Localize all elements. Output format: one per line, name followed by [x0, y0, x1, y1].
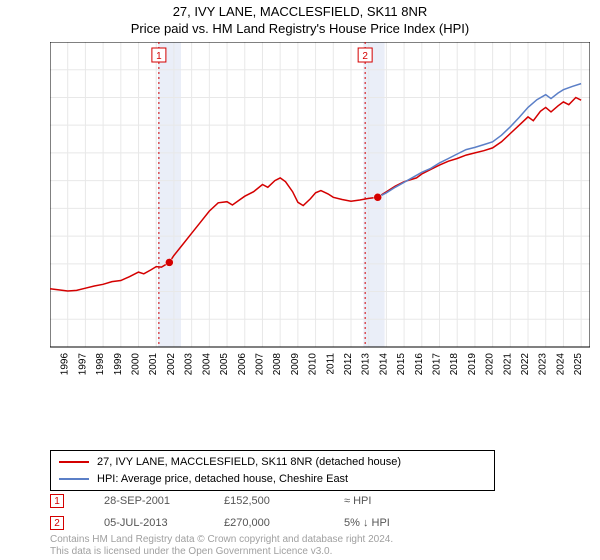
svg-text:1999: 1999 [113, 353, 124, 376]
chart-svg: £0£50K£100K£150K£200K£250K£300K£350K£400… [50, 42, 590, 392]
svg-text:2003: 2003 [184, 353, 195, 376]
svg-text:2007: 2007 [254, 353, 265, 376]
svg-text:2013: 2013 [361, 353, 372, 376]
svg-text:2009: 2009 [290, 353, 301, 376]
title-line1: 27, IVY LANE, MACCLESFIELD, SK11 8NR [0, 4, 600, 21]
svg-text:2000: 2000 [131, 353, 142, 376]
sale-note: 5% ↓ HPI [344, 517, 424, 529]
svg-text:2012: 2012 [343, 353, 354, 376]
footer-line2: This data is licensed under the Open Gov… [50, 546, 393, 558]
legend-swatch [59, 461, 89, 463]
svg-text:2021: 2021 [502, 353, 513, 376]
svg-text:2023: 2023 [538, 353, 549, 376]
svg-text:2011: 2011 [325, 353, 336, 375]
legend-item-property: 27, IVY LANE, MACCLESFIELD, SK11 8NR (de… [59, 454, 486, 471]
sale-date: 28-SEP-2001 [104, 495, 184, 507]
sale-note: ≈ HPI [344, 495, 424, 507]
legend-swatch [59, 478, 89, 480]
title-line2: Price paid vs. HM Land Registry's House … [0, 21, 600, 38]
svg-text:2016: 2016 [414, 353, 425, 376]
svg-text:2: 2 [362, 51, 368, 62]
sales-table: 1 28-SEP-2001 £152,500 ≈ HPI 2 05-JUL-20… [50, 490, 424, 534]
svg-text:2015: 2015 [396, 353, 407, 376]
footer-note: Contains HM Land Registry data © Crown c… [50, 534, 393, 558]
svg-text:2014: 2014 [378, 353, 389, 376]
sales-row: 1 28-SEP-2001 £152,500 ≈ HPI [50, 490, 424, 512]
svg-text:2019: 2019 [467, 353, 478, 376]
sale-marker-icon: 2 [50, 516, 64, 530]
svg-text:1: 1 [156, 51, 162, 62]
svg-text:1995: 1995 [50, 353, 53, 376]
svg-text:2010: 2010 [308, 353, 319, 376]
svg-text:2008: 2008 [272, 353, 283, 376]
line-chart: £0£50K£100K£150K£200K£250K£300K£350K£400… [50, 42, 590, 392]
legend-text: HPI: Average price, detached house, Ches… [97, 471, 348, 488]
sale-marker-icon: 1 [50, 494, 64, 508]
svg-text:2025: 2025 [573, 353, 584, 376]
svg-text:2017: 2017 [432, 353, 443, 376]
sale-price: £152,500 [224, 495, 304, 507]
svg-text:2018: 2018 [449, 353, 460, 376]
svg-text:2004: 2004 [201, 353, 212, 376]
legend-text: 27, IVY LANE, MACCLESFIELD, SK11 8NR (de… [97, 454, 401, 471]
svg-text:2020: 2020 [485, 353, 496, 376]
sale-price: £270,000 [224, 517, 304, 529]
legend-item-hpi: HPI: Average price, detached house, Ches… [59, 471, 486, 488]
sales-row: 2 05-JUL-2013 £270,000 5% ↓ HPI [50, 512, 424, 534]
svg-text:2002: 2002 [166, 353, 177, 376]
svg-text:2001: 2001 [148, 353, 159, 376]
svg-text:2024: 2024 [555, 353, 566, 376]
svg-text:1998: 1998 [95, 353, 106, 376]
svg-text:1997: 1997 [77, 353, 88, 376]
sale-date: 05-JUL-2013 [104, 517, 184, 529]
svg-text:1996: 1996 [60, 353, 71, 376]
legend: 27, IVY LANE, MACCLESFIELD, SK11 8NR (de… [50, 450, 495, 491]
svg-text:2022: 2022 [520, 353, 531, 376]
footer-line1: Contains HM Land Registry data © Crown c… [50, 534, 393, 546]
chart-title: 27, IVY LANE, MACCLESFIELD, SK11 8NR Pri… [0, 0, 600, 38]
svg-text:2006: 2006 [237, 353, 248, 376]
svg-text:2005: 2005 [219, 353, 230, 376]
